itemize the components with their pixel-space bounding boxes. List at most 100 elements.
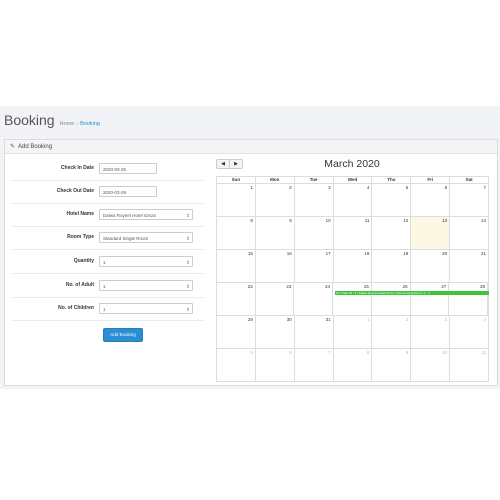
day-number: 10	[325, 218, 331, 223]
calendar-day-cell[interactable]: 17	[295, 250, 334, 282]
calendar-day-cell[interactable]: 28	[449, 283, 489, 315]
form-row-check-in: Check In Date 2020-03-25	[11, 158, 204, 181]
calendar-day-cell[interactable]: 13	[411, 217, 451, 249]
room-type-label: Room Type	[67, 234, 94, 240]
calendar-day-cell[interactable]: 26	[372, 283, 411, 315]
calendar-day-cell[interactable]: 6	[256, 349, 295, 381]
day-number: 4	[483, 317, 487, 322]
day-number: 11	[364, 218, 370, 223]
select-caret-icon: ⇕	[186, 260, 190, 265]
adults-select[interactable]: 1 ⇕	[99, 280, 193, 291]
calendar-day-cell[interactable]: 31	[295, 316, 334, 348]
breadcrumb-home[interactable]: Home	[59, 121, 75, 127]
day-number: 1	[366, 317, 370, 322]
calendar-day-cell[interactable]: 23	[256, 283, 295, 315]
day-number: 7	[328, 350, 331, 355]
calendar-weeks: 1 2 3 4 5 6 7 8 9 10 11 12 13 14 15 16 17 18 19 20 21 22 23 24 2…	[217, 184, 489, 381]
calendar-day-cell[interactable]: 5	[217, 349, 256, 381]
calendar-day-cell[interactable]: 9	[372, 349, 412, 381]
day-number: 2	[289, 185, 292, 190]
form-row-room-type: Room Type Standard Single Room ⇕	[11, 227, 204, 250]
add-booking-button[interactable]: Add Booking	[103, 328, 143, 342]
day-number: 30	[286, 317, 292, 322]
day-number: 24	[325, 284, 331, 289]
calendar-day-cell[interactable]: 1	[334, 316, 373, 348]
calendar-day-cell[interactable]: 8	[217, 217, 256, 249]
day-number: 5	[405, 185, 409, 190]
booking-event[interactable]: No Order ID : 2 | Daiwa Roynet Hotel Gin…	[335, 291, 489, 295]
calendar-day-cell[interactable]: 21	[450, 250, 488, 282]
calendar-nav: ◀ ▶	[216, 159, 243, 169]
calendar-day-cell[interactable]: 2	[372, 316, 412, 348]
day-number: 16	[286, 251, 292, 256]
weekday-sat: Sat	[465, 177, 473, 182]
next-month-button[interactable]: ▶	[230, 159, 243, 169]
calendar-week: 8 9 10 11 12 13 14	[217, 217, 488, 250]
calendar-day-cell[interactable]: 8	[334, 349, 373, 381]
calendar-day-cell[interactable]: 14	[450, 217, 488, 249]
day-number: 31	[325, 317, 331, 322]
room-type-select[interactable]: Standard Single Room ⇕	[99, 232, 193, 243]
calendar-day-cell[interactable]: 25	[333, 283, 372, 315]
panel-title: Add Booking	[18, 143, 53, 150]
calendar-day-cell[interactable]: 2	[256, 184, 295, 216]
prev-month-button[interactable]: ◀	[216, 159, 230, 169]
calendar-day-cell[interactable]: 7	[450, 184, 488, 216]
day-number: 7	[483, 185, 487, 190]
adults-value: 1	[103, 284, 106, 289]
day-number: 5	[250, 350, 253, 355]
calendar-day-cell[interactable]: 3	[295, 184, 334, 216]
calendar-grid: Sun Mon Tue Wed Thu Fri Sat 1 2 3 4 5 6 7 8 9 10 1…	[216, 176, 489, 382]
weekday-tue: Tue	[295, 177, 334, 183]
breadcrumb-booking[interactable]: Booking	[80, 121, 100, 127]
quantity-value: 1	[103, 260, 106, 265]
calendar-day-cell[interactable]: 12	[372, 217, 412, 249]
quantity-select[interactable]: 1 ⇕	[99, 256, 193, 267]
day-number: 29	[247, 317, 253, 322]
children-select[interactable]: 1 ⇕	[99, 303, 193, 314]
calendar-day-cell[interactable]: 4	[334, 184, 373, 216]
weekday-mon: Mon	[256, 177, 295, 183]
form-row-check-out: Check Out Date 2020-03-28	[11, 181, 204, 204]
calendar-day-cell[interactable]: 10	[411, 349, 451, 381]
day-number: 27	[441, 284, 447, 289]
check-in-input[interactable]: 2020-03-25	[99, 163, 157, 174]
weekday-header: Sun Mon Tue Wed Thu Fri Sat	[217, 177, 488, 184]
calendar-day-cell[interactable]: 6	[411, 184, 451, 216]
calendar-day-cell[interactable]: 24	[294, 283, 334, 315]
calendar-day-cell[interactable]: 11	[334, 217, 373, 249]
calendar-week: 29 30 31 1 2 3 4	[217, 316, 488, 349]
calendar-day-cell[interactable]: 30	[256, 316, 295, 348]
calendar-day-cell[interactable]: 18	[334, 250, 373, 282]
hotel-name-select[interactable]: Daiwa Roynet Hotel Ginza ⇕	[99, 209, 193, 220]
calendar-day-cell[interactable]: 7	[295, 349, 334, 381]
day-number: 3	[444, 317, 448, 322]
calendar-day-cell[interactable]: 10	[295, 217, 334, 249]
select-caret-icon: ⇕	[186, 307, 190, 312]
check-out-label: Check Out Date	[56, 188, 94, 194]
calendar-day-cell[interactable]: 1	[217, 184, 256, 216]
children-label: No. of Children	[58, 305, 94, 311]
calendar-day-cell[interactable]: 15	[217, 250, 256, 282]
select-caret-icon: ⇕	[186, 284, 190, 289]
calendar-week: 15 16 17 18 19 20 21	[217, 250, 488, 283]
day-number: 28	[480, 284, 486, 289]
calendar-day-cell[interactable]: 29	[217, 316, 256, 348]
calendar-day-cell[interactable]: 22	[217, 283, 256, 315]
day-number: 1	[250, 185, 253, 190]
calendar-day-cell[interactable]: 19	[372, 250, 412, 282]
calendar-day-cell[interactable]: 9	[256, 217, 295, 249]
calendar-week: 22 23 24 25 26 27 28 No Order ID : 2 | Daiwa Ro…	[217, 283, 489, 316]
calendar-day-cell[interactable]: 20	[411, 250, 451, 282]
calendar-day-cell[interactable]: 5	[372, 184, 412, 216]
calendar-day-cell[interactable]: 27	[411, 283, 450, 315]
calendar-day-cell[interactable]: 4	[450, 316, 488, 348]
day-number: 19	[403, 251, 409, 256]
form-row-adults: No. of Adult 1 ⇕	[11, 275, 204, 298]
calendar-day-cell[interactable]: 3	[411, 316, 451, 348]
day-number: 18	[364, 251, 370, 256]
calendar-day-cell[interactable]: 16	[256, 250, 295, 282]
check-out-input[interactable]: 2020-03-28	[99, 186, 157, 197]
calendar-day-cell[interactable]: 11	[450, 349, 488, 381]
children-value: 1	[103, 307, 106, 312]
